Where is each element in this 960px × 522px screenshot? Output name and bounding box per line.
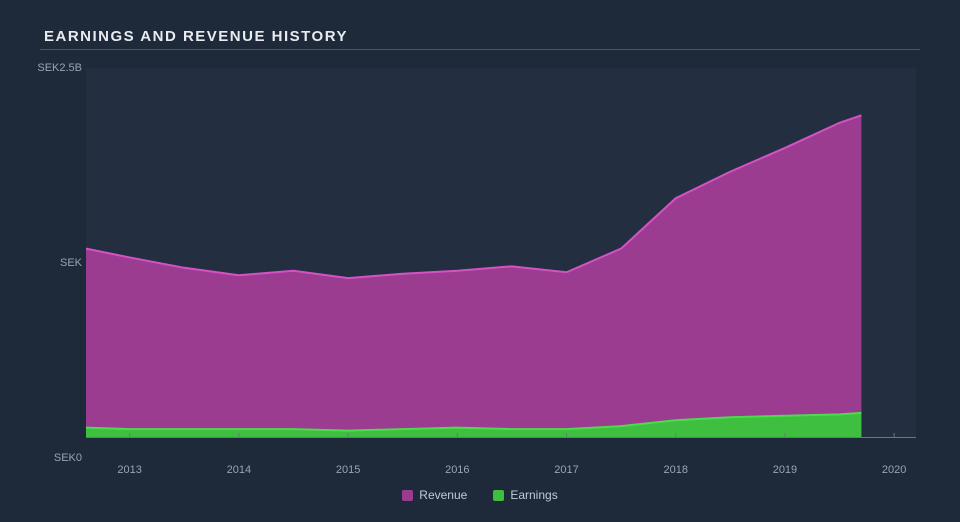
chart-legend: Revenue Earnings bbox=[40, 488, 920, 502]
legend-label-earnings: Earnings bbox=[510, 488, 557, 502]
y-label-mid: SEK bbox=[24, 257, 82, 269]
legend-swatch-earnings bbox=[493, 490, 504, 501]
plot-area: SEK2.5B SEK SEK0 bbox=[86, 68, 920, 458]
x-axis-ticks: 2013 2014 2015 2016 2017 2018 2019 2020 bbox=[86, 458, 920, 476]
x-tick-label: 2017 bbox=[554, 464, 578, 476]
legend-item-revenue: Revenue bbox=[402, 488, 467, 502]
chart-title: EARNINGS AND REVENUE HISTORY bbox=[44, 28, 920, 45]
legend-item-earnings: Earnings bbox=[493, 488, 557, 502]
area-chart-svg bbox=[86, 68, 916, 438]
x-tick-label: 2016 bbox=[445, 464, 469, 476]
title-rule bbox=[40, 49, 920, 50]
x-tick-label: 2014 bbox=[227, 464, 251, 476]
x-tick-label: 2020 bbox=[882, 464, 906, 476]
x-tick-label: 2013 bbox=[117, 464, 141, 476]
x-tick-label: 2019 bbox=[773, 464, 797, 476]
x-tick-label: 2018 bbox=[663, 464, 687, 476]
x-tick-label: 2015 bbox=[336, 464, 360, 476]
y-label-top: SEK2.5B bbox=[24, 62, 82, 74]
legend-swatch-revenue bbox=[402, 490, 413, 501]
legend-label-revenue: Revenue bbox=[419, 488, 467, 502]
y-label-bottom: SEK0 bbox=[24, 452, 82, 464]
chart-container: EARNINGS AND REVENUE HISTORY SEK2.5B SEK… bbox=[0, 0, 960, 522]
